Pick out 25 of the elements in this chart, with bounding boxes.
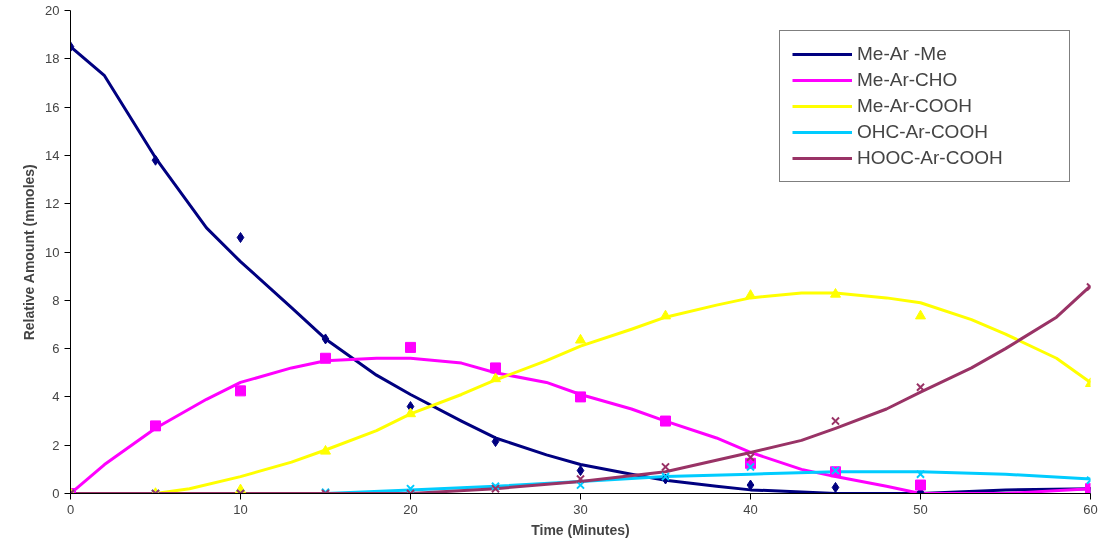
x-tick-label: 40 [743,501,758,517]
y-tick-label: 0 [52,486,60,501]
y-tick-label: 14 [45,147,60,163]
x-tick-label: 20 [403,501,418,517]
x-tick-label: 60 [1083,501,1098,517]
y-tick-label: 18 [45,51,60,67]
legend-label: Me-Ar-CHO [857,69,959,91]
legend-label: HOOC-Ar-COOH [857,147,1004,169]
y-tick-label: 2 [52,437,60,453]
y-tick-label: 8 [52,292,60,308]
x-tick-label: 50 [913,501,928,517]
legend-label: Me-Ar-COOH [857,95,974,117]
x-tick-label: 10 [233,501,248,517]
y-tick-label: 6 [52,341,60,357]
legend-label: Me-Ar -Me [857,43,948,65]
y-tick-label: 12 [45,196,60,212]
y-axis-title: Relative Amount (mmoles) [21,164,38,341]
y-tick-label: 4 [52,389,60,405]
legend-label: OHC-Ar-COOH [857,121,989,143]
y-tick-label: 10 [45,244,60,260]
x-tick-label: 0 [66,501,75,517]
y-tick-label: 16 [45,99,60,115]
x-tick-label: 30 [573,501,588,517]
y-tick-label: 20 [45,3,60,18]
x-axis-title: Time (Minutes) [531,521,630,538]
